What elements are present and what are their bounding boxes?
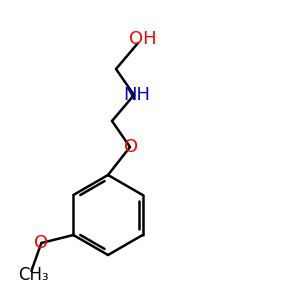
- Text: NH: NH: [124, 86, 151, 104]
- Text: CH₃: CH₃: [18, 266, 49, 284]
- Text: O: O: [124, 138, 138, 156]
- Text: OH: OH: [129, 30, 157, 48]
- Text: O: O: [34, 234, 48, 252]
